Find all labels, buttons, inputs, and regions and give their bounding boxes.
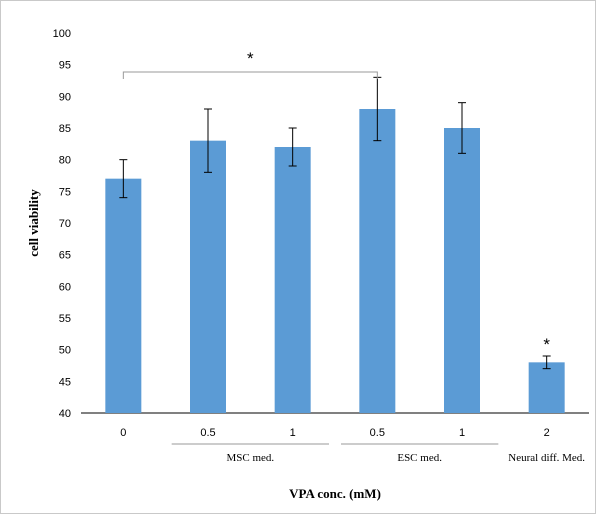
y-tick-label: 90 bbox=[59, 91, 71, 103]
y-tick-label: 70 bbox=[59, 218, 71, 230]
y-tick-label: 80 bbox=[59, 155, 71, 167]
x-tick-label: 0 bbox=[120, 427, 126, 439]
x-tick-label: 0.5 bbox=[370, 427, 385, 439]
y-tick-label: 40 bbox=[59, 408, 71, 420]
x-axis-title: VPA conc. (mM) bbox=[289, 486, 381, 501]
group-label: ESC med. bbox=[397, 452, 442, 464]
bar bbox=[359, 109, 396, 413]
y-tick-label: 60 bbox=[59, 281, 71, 293]
y-tick-label: 75 bbox=[59, 186, 71, 198]
y-tick-label: 95 bbox=[59, 60, 71, 72]
x-tick-label: 1 bbox=[459, 427, 465, 439]
significance-marker: * bbox=[247, 49, 254, 68]
bar bbox=[274, 147, 311, 413]
y-axis-title: cell viability bbox=[26, 189, 41, 257]
significance-marker: * bbox=[543, 335, 550, 354]
y-tick-label: 55 bbox=[59, 313, 71, 325]
y-tick-label: 50 bbox=[59, 345, 71, 357]
y-tick-label: 85 bbox=[59, 123, 71, 135]
bar bbox=[528, 362, 565, 413]
y-tick-label: 45 bbox=[59, 376, 71, 388]
bar bbox=[444, 128, 480, 413]
y-tick-label: 65 bbox=[59, 250, 71, 262]
group-label: MSC med. bbox=[226, 452, 274, 464]
x-tick-label: 1 bbox=[290, 427, 296, 439]
x-tick-label: 2 bbox=[544, 427, 550, 439]
group-label: Neural diff. Med. bbox=[508, 452, 585, 464]
x-tick-label: 0.5 bbox=[200, 427, 215, 439]
y-tick-label: 100 bbox=[53, 28, 71, 40]
bar bbox=[190, 140, 226, 413]
significance-bracket bbox=[122, 71, 378, 79]
bar bbox=[105, 178, 142, 413]
